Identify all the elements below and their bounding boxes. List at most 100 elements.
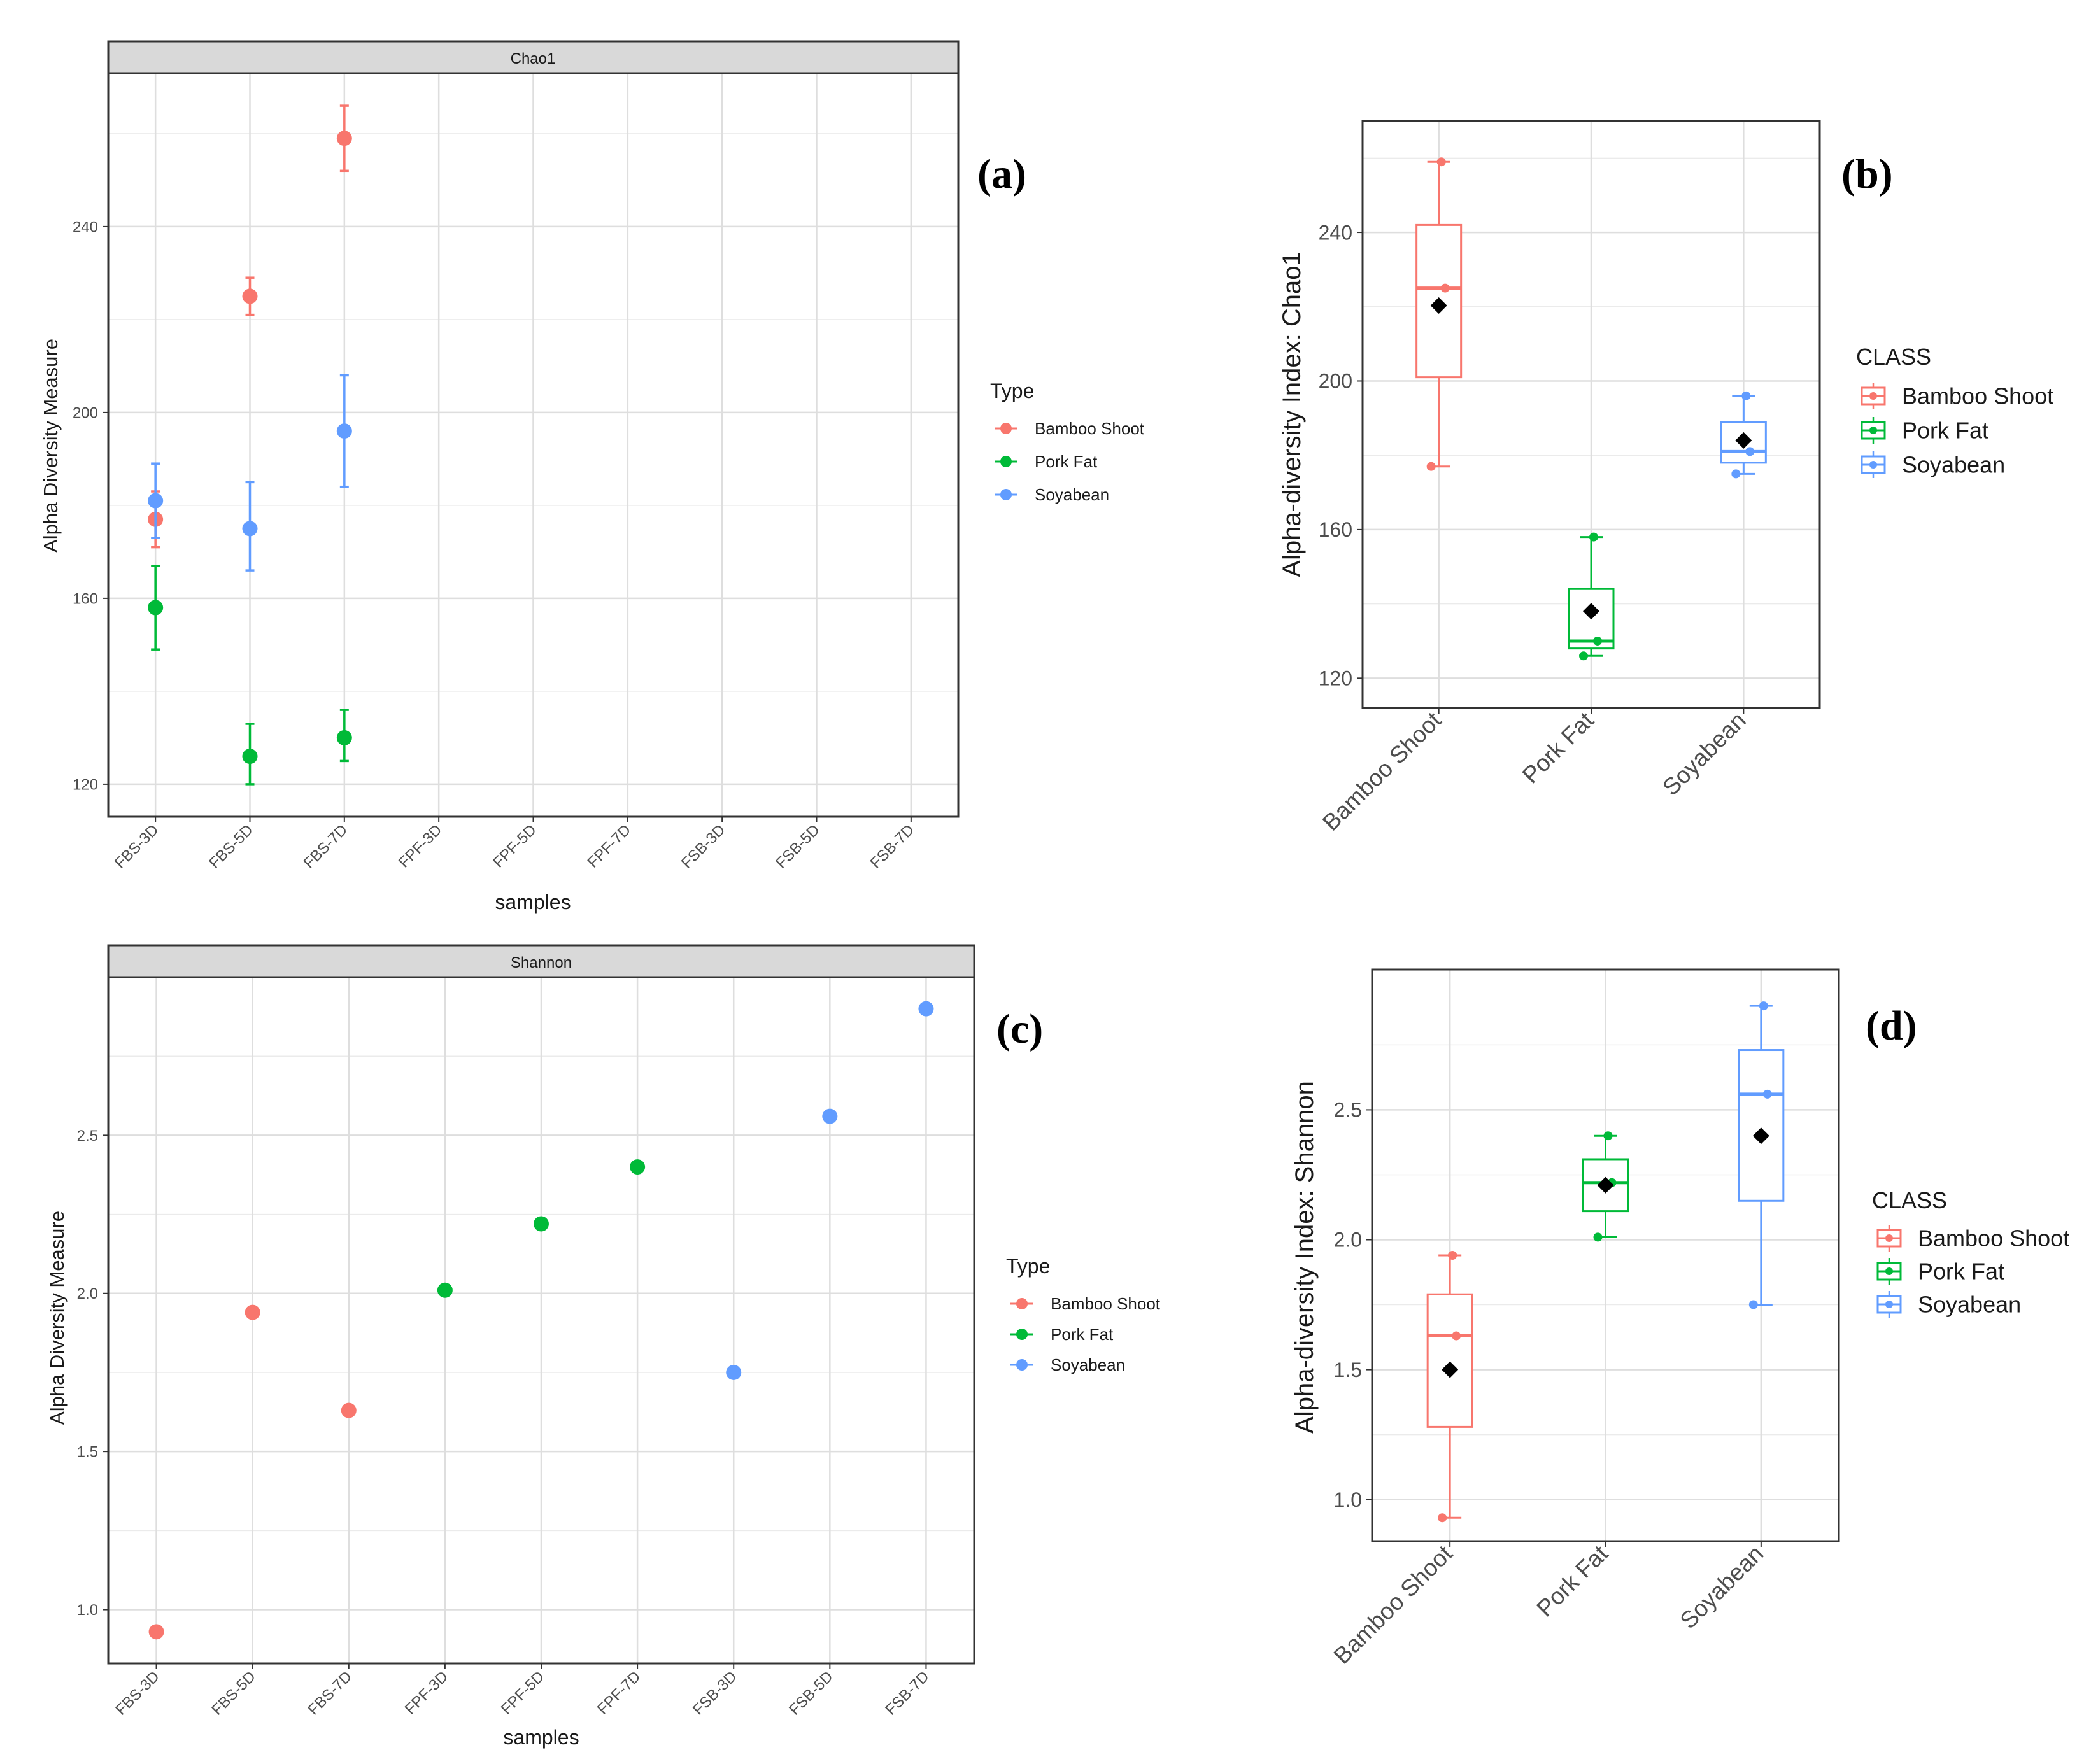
legend-label-soyabean: Soyabean — [1035, 485, 1109, 504]
jitter-point-bamboo-shoot — [1438, 1513, 1447, 1523]
point-bamboo-shoot-fbs-7d — [336, 131, 352, 146]
legend-key-dot-bamboo-shoot — [1869, 392, 1877, 400]
x-tick-label-a: FPF-5D — [490, 821, 539, 871]
jitter-point-soyabean — [1745, 447, 1755, 456]
y-tick-label-a: 240 — [73, 218, 98, 236]
x-tick-label-d: Bamboo Shoot — [1329, 1540, 1458, 1669]
legend-title-b: CLASS — [1856, 344, 1931, 370]
plot-frame-c — [107, 976, 975, 1665]
legend-label-soyabean: Soyabean — [1918, 1292, 2021, 1318]
y-tick-label-a: 160 — [73, 590, 98, 607]
y-tick-label-a: 120 — [73, 776, 98, 793]
x-tick-label-c: FSB-5D — [786, 1668, 836, 1718]
legend-key-dot-pork-fat — [1000, 456, 1012, 467]
jitter-point-bamboo-shoot — [1448, 1251, 1457, 1260]
jitter-point-bamboo-shoot — [1440, 283, 1450, 293]
plot-area-b: 120 160 200 240 Bamboo Shoot Pork Fat Soyabean — [1317, 121, 1820, 836]
point-soyabean-fbs-7d — [336, 423, 352, 439]
x-tick-label-b: Soyabean — [1657, 707, 1751, 801]
y-tick-label-d: 2.0 — [1334, 1229, 1362, 1252]
plot-area-c: 1.0 1.5 2.0 2.5 FBS-3D FBS-5D FBS-7D FPF-3D FPF-… — [77, 977, 974, 1719]
x-tick-label-c: FSB-3D — [690, 1668, 740, 1718]
box-bamboo-shoot — [1426, 1293, 1473, 1428]
plot-area-d: 1.0 1.5 2.0 2.5 Bamboo Shoot Pork Fat Soyabean — [1329, 970, 1839, 1669]
legend-label-soyabean: Soyabean — [1051, 1355, 1125, 1374]
x-tick-label-a: FBS-7D — [301, 821, 351, 871]
xlabel-a: samples — [495, 891, 571, 914]
mean-marker-soyabean — [1752, 1127, 1769, 1145]
x-tick-label-c: FPF-5D — [498, 1668, 548, 1718]
legend-label-bamboo-shoot: Bamboo Shoot — [1051, 1294, 1161, 1313]
x-tick-label-c: FBS-7D — [305, 1668, 355, 1718]
legend-key-dot-bamboo-shoot — [1885, 1234, 1893, 1242]
x-tick-label-a: FPF-7D — [585, 821, 634, 871]
y-tick-label-a: 200 — [73, 404, 98, 421]
point-pork-fat-fpf-7d — [630, 1159, 646, 1175]
point-soyabean-fbs-5d — [242, 521, 258, 537]
y-tick-label-b: 240 — [1319, 221, 1352, 244]
x-tick-label-c: FPF-3D — [402, 1668, 451, 1718]
legend-label-bamboo-shoot: Bamboo Shoot — [1902, 383, 2053, 409]
panel-d: 1.0 1.5 2.0 2.5 Bamboo Shoot Pork Fat Soyabean… — [1291, 968, 2069, 1669]
y-tick-label-d: 2.5 — [1334, 1099, 1362, 1122]
x-tick-label-d: Soyabean — [1675, 1541, 1769, 1634]
legend-label-bamboo-shoot: Bamboo Shoot — [1035, 419, 1145, 438]
point-soyabean-fsb-7d — [918, 1001, 934, 1017]
plot-frame-b — [1361, 120, 1821, 709]
point-soyabean-fbs-3d — [148, 493, 164, 509]
panel-b: 120 160 200 240 Bamboo Shoot Pork Fat Soyabean… — [1278, 120, 2053, 836]
point-pork-fat-fbs-3d — [148, 600, 164, 616]
strip-a — [107, 40, 960, 74]
point-bamboo-shoot-fbs-5d — [245, 1304, 260, 1320]
legend-title-c: Type — [1006, 1255, 1050, 1278]
x-tick-label-a: FBS-3D — [111, 821, 162, 871]
ylabel-d: Alpha-diversity Index: Shannon — [1291, 1081, 1319, 1434]
box-pork-fat — [1568, 588, 1615, 650]
x-tick-label-a: FBS-5D — [206, 821, 256, 871]
legend-key-dot-bamboo-shoot — [1000, 423, 1012, 434]
point-pork-fat-fpf-5d — [534, 1216, 549, 1232]
mean-marker-pork-fat — [1597, 1176, 1614, 1194]
panel-tag-b: (b) — [1841, 151, 1893, 197]
x-tick-label-a: FSB-5D — [772, 821, 823, 871]
y-tick-label-b: 160 — [1319, 518, 1352, 541]
point-soyabean-fsb-5d — [822, 1108, 838, 1124]
jitter-point-soyabean — [1759, 1001, 1768, 1011]
x-tick-label-a: FPF-3D — [395, 821, 445, 871]
legend-key-dot-soyabean — [1000, 489, 1012, 500]
jitter-point-soyabean — [1741, 391, 1751, 400]
ylabel-c: Alpha Diversity Measure — [46, 1211, 68, 1425]
panel-tag-d: (d) — [1866, 1003, 1917, 1049]
y-tick-label-c: 1.5 — [77, 1444, 98, 1461]
legend-label-pork-fat: Pork Fat — [1902, 418, 1988, 444]
jitter-point-bamboo-shoot — [1426, 462, 1436, 471]
legend-key-dot-pork-fat — [1885, 1267, 1893, 1275]
legend-b: Bamboo Shoot Pork Fat Soyabean — [1861, 383, 2053, 478]
legend-key-dot-soyabean — [1016, 1359, 1028, 1371]
panel-a: Chao1 120 160 200 240 FBS-3D FBS-5D FBS-7D FPF-… — [39, 40, 1145, 914]
x-tick-label-b: Pork Fat — [1517, 707, 1599, 788]
mean-marker-bamboo-shoot — [1430, 297, 1447, 314]
y-tick-label-c: 2.0 — [77, 1285, 98, 1302]
jitter-point-soyabean — [1762, 1089, 1772, 1099]
legend-key-dot-pork-fat — [1016, 1329, 1028, 1340]
legend-label-soyabean: Soyabean — [1902, 452, 2005, 478]
legend-label-bamboo-shoot: Bamboo Shoot — [1918, 1225, 2069, 1252]
panel-tag-a: (a) — [977, 151, 1026, 197]
plot-frame-a — [107, 72, 960, 818]
ylabel-a: Alpha Diversity Measure — [39, 339, 62, 553]
legend-key-dot-soyabean — [1885, 1301, 1893, 1308]
mean-marker-bamboo-shoot — [1442, 1361, 1459, 1378]
x-tick-label-d: Pork Fat — [1531, 1540, 1613, 1621]
y-tick-label-c: 2.5 — [77, 1127, 98, 1145]
y-tick-label-b: 200 — [1319, 370, 1352, 393]
strip-c-title: Shannon — [511, 954, 572, 971]
strip-a-title: Chao1 — [511, 50, 556, 67]
y-tick-label-d: 1.5 — [1334, 1358, 1362, 1381]
x-tick-label-a: FSB-7D — [867, 821, 918, 871]
legend-title-a: Type — [990, 379, 1034, 402]
jitter-point-pork-fat — [1603, 1131, 1613, 1141]
box-soyabean — [1738, 1049, 1785, 1202]
legend-title-d: CLASS — [1872, 1187, 1947, 1213]
